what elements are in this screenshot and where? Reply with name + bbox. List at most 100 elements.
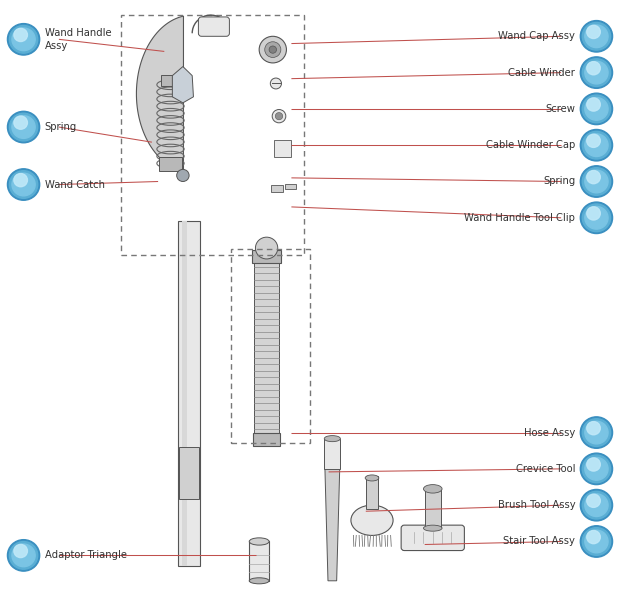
Circle shape [587, 62, 600, 75]
Circle shape [582, 204, 611, 232]
Circle shape [580, 202, 613, 234]
Circle shape [585, 421, 608, 444]
Circle shape [9, 113, 38, 141]
Bar [121, 15, 304, 255]
Bar [161, 75, 180, 86]
Bar [366, 476, 378, 509]
Circle shape [12, 173, 35, 196]
Circle shape [585, 206, 608, 229]
Circle shape [585, 457, 608, 480]
Circle shape [580, 21, 613, 52]
Circle shape [582, 131, 611, 159]
Circle shape [585, 61, 608, 84]
Text: Brush Tool Assy: Brush Tool Assy [498, 500, 575, 510]
Bar [159, 157, 182, 171]
Circle shape [587, 98, 600, 111]
Circle shape [7, 24, 40, 55]
Circle shape [9, 171, 38, 198]
Bar [253, 433, 280, 446]
Ellipse shape [423, 525, 442, 531]
Circle shape [275, 113, 283, 120]
Text: Crevice Tool: Crevice Tool [516, 464, 575, 474]
Circle shape [582, 455, 611, 483]
Circle shape [582, 491, 611, 519]
Circle shape [585, 134, 608, 157]
Bar [254, 260, 279, 436]
Bar [231, 249, 310, 443]
Circle shape [580, 489, 613, 521]
Ellipse shape [365, 475, 379, 481]
Circle shape [580, 417, 613, 448]
Bar [285, 184, 296, 189]
Bar [252, 250, 281, 263]
FancyBboxPatch shape [401, 525, 464, 551]
Polygon shape [325, 467, 340, 581]
Circle shape [587, 134, 600, 148]
Text: Adaptor Triangle: Adaptor Triangle [45, 551, 126, 560]
Circle shape [585, 170, 608, 193]
Circle shape [582, 22, 611, 50]
Circle shape [580, 166, 613, 197]
Circle shape [14, 28, 27, 42]
Bar [179, 447, 199, 499]
Text: Spring: Spring [45, 122, 77, 132]
Circle shape [12, 116, 35, 139]
Circle shape [587, 422, 600, 435]
Text: Spring: Spring [543, 177, 575, 186]
Circle shape [587, 207, 600, 220]
Circle shape [9, 25, 38, 53]
Circle shape [585, 25, 608, 48]
Text: Wand Handle Tool Clip: Wand Handle Tool Clip [464, 213, 575, 223]
Circle shape [585, 494, 608, 517]
Circle shape [580, 526, 613, 557]
Polygon shape [136, 16, 184, 171]
Circle shape [12, 544, 35, 567]
Circle shape [272, 110, 286, 123]
Circle shape [582, 419, 611, 446]
Circle shape [7, 540, 40, 571]
Text: Cable Winder Cap: Cable Winder Cap [486, 140, 575, 150]
Circle shape [585, 530, 608, 553]
Text: Hose Assy: Hose Assy [524, 428, 575, 437]
Text: Wand Cap Assy: Wand Cap Assy [498, 31, 575, 41]
Circle shape [585, 97, 608, 120]
Circle shape [582, 528, 611, 555]
Text: Stair Tool Assy: Stair Tool Assy [503, 537, 575, 546]
Bar [324, 439, 340, 469]
Ellipse shape [249, 538, 269, 545]
Circle shape [580, 129, 613, 161]
Circle shape [259, 36, 286, 63]
Text: Cable Winder: Cable Winder [508, 68, 575, 77]
Bar [425, 489, 441, 528]
Circle shape [9, 541, 38, 569]
Circle shape [177, 169, 189, 181]
Circle shape [7, 111, 40, 143]
Circle shape [582, 59, 611, 87]
Circle shape [587, 531, 600, 544]
Circle shape [587, 458, 600, 471]
Text: Screw: Screw [546, 104, 575, 114]
Bar [182, 221, 187, 566]
Circle shape [587, 494, 600, 508]
Polygon shape [172, 67, 193, 103]
Circle shape [270, 78, 281, 89]
Text: Wand Catch: Wand Catch [45, 180, 105, 189]
Circle shape [580, 453, 613, 485]
Circle shape [587, 171, 600, 184]
Circle shape [255, 237, 278, 259]
Circle shape [582, 168, 611, 195]
Ellipse shape [324, 436, 340, 442]
Bar [178, 221, 200, 566]
Bar [274, 140, 291, 157]
Ellipse shape [249, 578, 269, 584]
Bar [271, 185, 283, 192]
Circle shape [580, 93, 613, 125]
Ellipse shape [423, 485, 442, 493]
Circle shape [7, 169, 40, 200]
FancyBboxPatch shape [198, 17, 229, 36]
Circle shape [14, 174, 27, 187]
Circle shape [587, 25, 600, 39]
Circle shape [582, 95, 611, 123]
Circle shape [14, 116, 27, 129]
Bar [249, 541, 269, 581]
